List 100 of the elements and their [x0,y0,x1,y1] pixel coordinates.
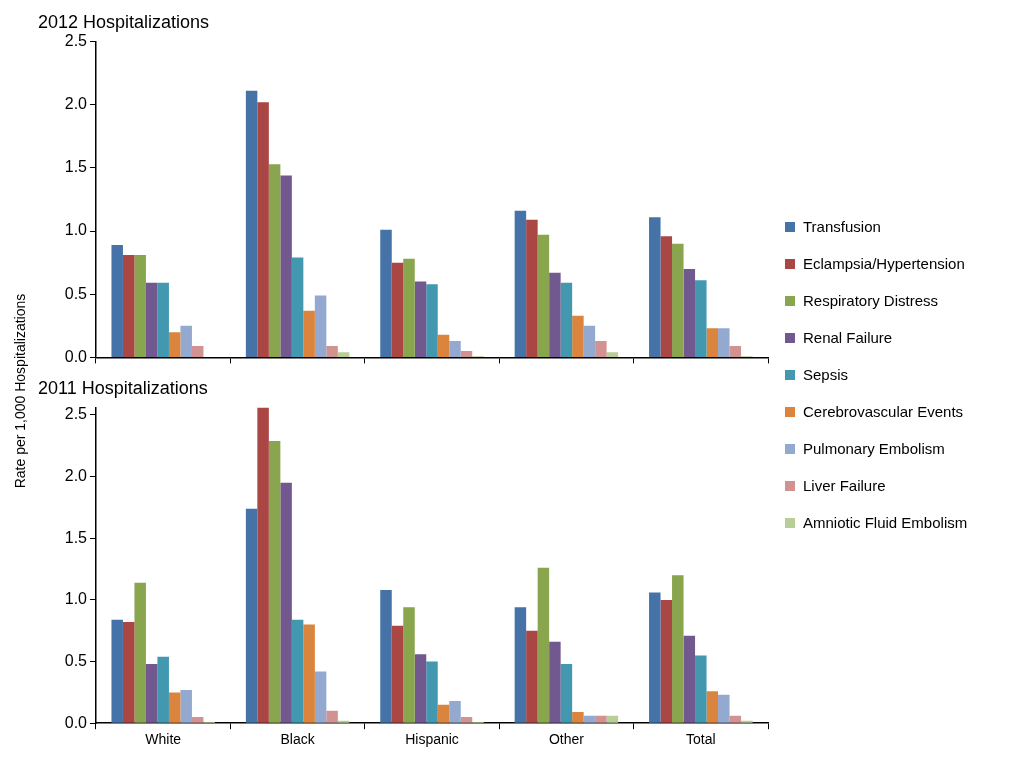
y-tick-label: 2.5 [64,32,88,50]
bar [706,691,719,723]
y-tick-label: 0.0 [64,347,88,365]
y-tick-label: 2.0 [64,95,88,113]
chart-title: 2012 Hospitalizations [38,11,210,32]
bar [326,710,338,723]
y-tick-label: 1.5 [64,528,88,546]
bar [549,272,561,357]
y-tick-label: 2.5 [64,405,88,423]
legend-label: Pulmonary Embolism [803,440,945,457]
legend-label: Liver Failure [803,477,886,494]
x-tick-label: Total [686,731,716,748]
bar [426,661,438,723]
bar [191,346,204,357]
bar [134,255,146,357]
bar [280,482,292,723]
bar [134,582,146,723]
legend-label: Respiratory Distress [803,292,939,309]
bar [572,712,584,723]
bar [537,567,550,723]
bar [718,328,730,357]
bar [122,622,135,723]
bar [403,607,415,723]
bar [257,407,269,723]
bar [672,243,684,357]
chart-title: 2011 Hospitalizations [38,377,208,398]
bar [718,694,730,723]
bar [595,715,607,723]
bar [572,315,584,357]
y-tick-label: 1.0 [64,221,88,239]
bar [180,689,192,723]
bar [426,284,438,357]
bar [122,255,135,357]
bar [537,234,550,357]
bar [649,217,661,357]
bar [303,624,315,723]
y-tick-label: 0.5 [64,284,88,302]
x-tick-label: Other [548,731,585,748]
bar [606,352,619,357]
bar [380,590,392,723]
y-tick-label: 0.5 [64,651,88,669]
y-tick-label: 1.0 [64,590,88,608]
bar [145,282,158,357]
bar [672,575,684,723]
bar [526,219,538,357]
bar [303,310,315,357]
bar [460,351,473,357]
bar [157,282,169,357]
bar [168,692,181,723]
bar [729,715,742,723]
bar [560,282,573,357]
bar [391,625,404,723]
bar [291,619,304,723]
y-axis-title: Rate per 1,000 Hospitalizations [12,293,28,489]
legend-label: Sepsis [803,366,849,383]
legend-label: Amniotic Fluid Embolism [803,514,968,531]
bar [280,175,292,357]
bar [268,164,281,357]
bar [695,280,707,357]
bar [391,262,404,357]
bar [729,346,742,357]
y-tick-label: 1.5 [64,158,88,176]
bar [314,671,327,723]
bar [257,102,269,357]
y-tick-label: 2.0 [64,467,88,485]
bar [111,619,123,723]
bar [514,607,527,723]
bar [414,281,427,357]
legend-label: Transfusion [803,218,881,235]
bar [414,654,427,723]
bar [660,236,673,357]
bar [403,258,415,357]
bar [583,325,596,357]
bar [180,325,192,357]
legend-label: Eclampsia/Hypertension [803,255,965,272]
bar [437,334,450,357]
bar [437,704,450,723]
bar [326,346,338,357]
bar [526,630,538,723]
bar [291,257,304,357]
bar [191,717,204,723]
bar [583,715,596,723]
y-tick-label: 0.0 [64,713,88,731]
bar [706,328,719,357]
bar [660,599,673,723]
bar [380,229,392,357]
bar [449,701,461,723]
bar [683,268,696,357]
bar [314,295,327,357]
bar [157,656,169,723]
bar [560,664,573,723]
bar [145,664,158,723]
x-tick-label: White [145,731,182,748]
bar [683,635,696,723]
legend-label: Cerebrovascular Events [803,403,964,420]
bar [111,244,123,357]
bar [514,210,527,357]
bar [595,340,607,357]
bar [245,90,258,357]
x-tick-label: Hispanic [405,731,459,748]
